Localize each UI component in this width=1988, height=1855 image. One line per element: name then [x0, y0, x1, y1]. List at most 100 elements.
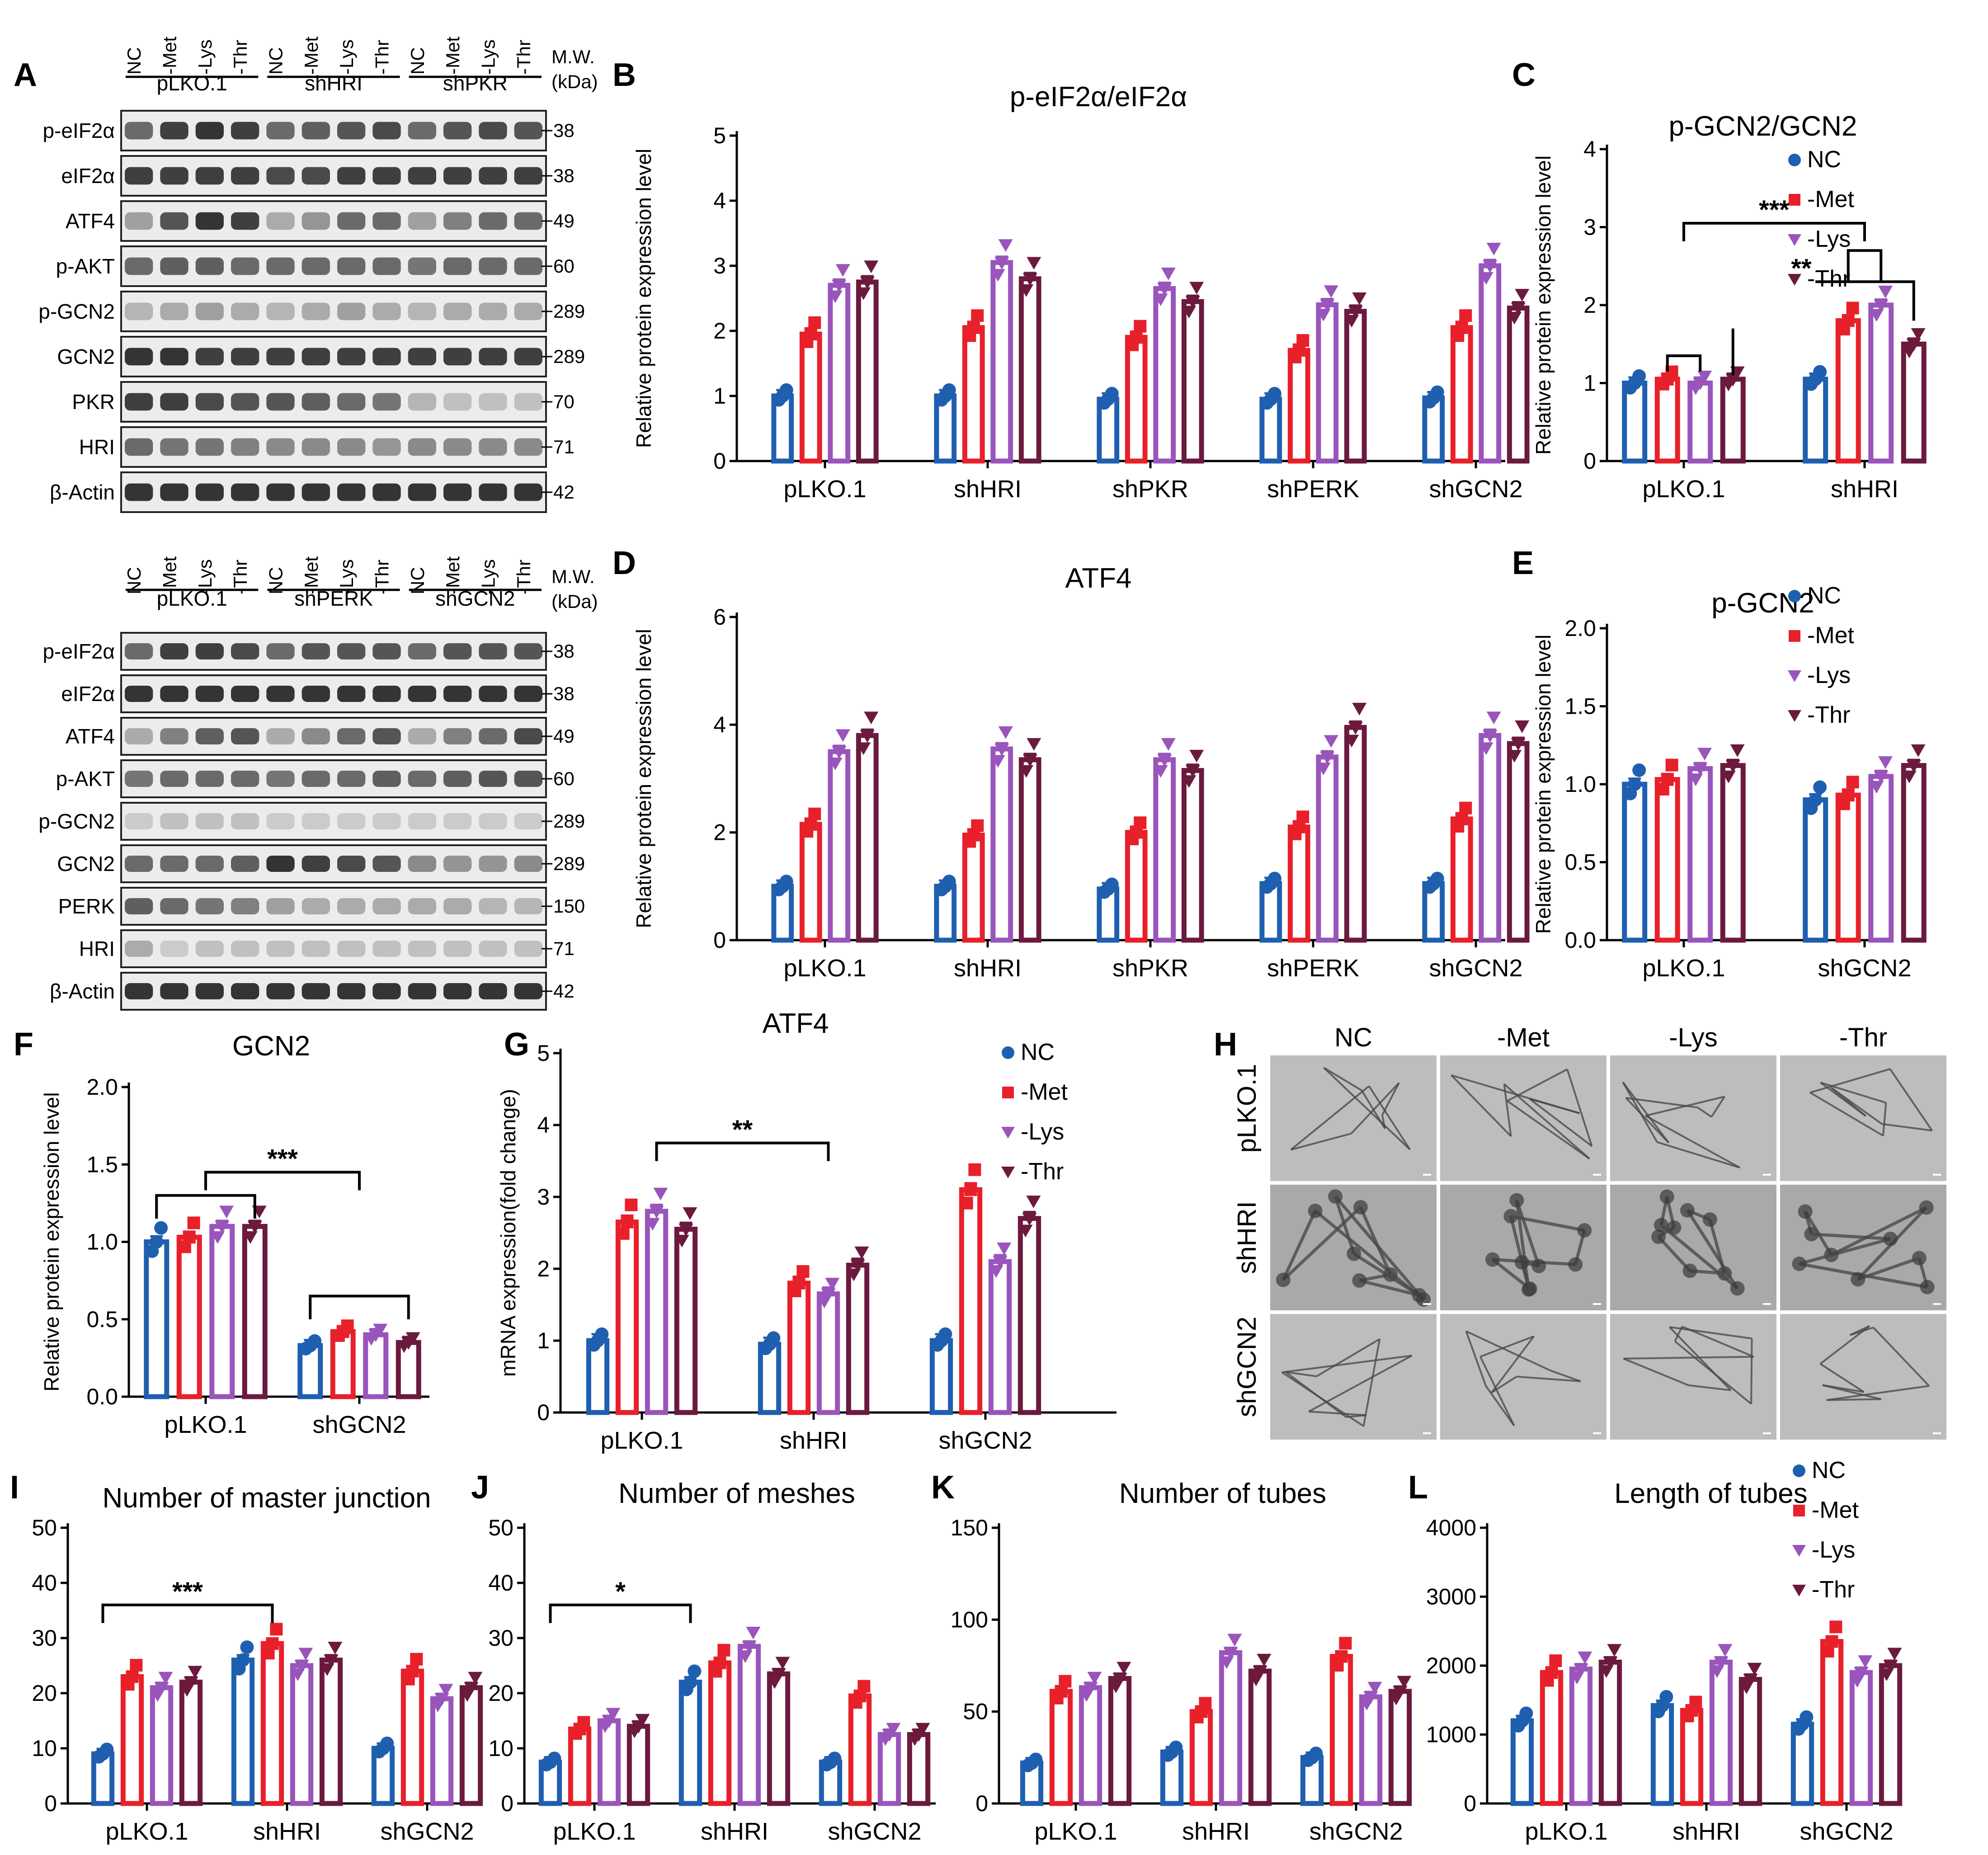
panel-letter-b: B — [612, 57, 636, 93]
data-point — [126, 1670, 139, 1683]
data-point — [1026, 1196, 1041, 1209]
data-point — [1479, 742, 1493, 755]
bar — [737, 1643, 761, 1806]
lane-label: -Met — [301, 37, 322, 75]
y-tick-label: 3 — [713, 253, 726, 278]
group-label: pLKO.1 — [157, 71, 227, 95]
chart-panel-g: ATF4 mRNA expression(fold change) 0 1 2 3 4 5 pL… — [496, 1008, 1116, 1454]
blot-band — [195, 393, 224, 411]
y-tick-label: 1.5 — [1564, 694, 1596, 719]
blot-band — [372, 483, 401, 501]
blot-band — [372, 643, 401, 660]
tube-segment — [1529, 1098, 1580, 1114]
blot-band — [443, 770, 472, 787]
bar — [678, 1680, 702, 1806]
y-tick-label: 3000 — [1426, 1584, 1476, 1610]
blot-band — [443, 940, 472, 957]
y-tick-label: 10 — [32, 1736, 57, 1761]
significance-label: * — [615, 1577, 626, 1606]
bar — [929, 1338, 953, 1415]
data-point — [804, 328, 817, 341]
tube-segment — [1688, 1384, 1731, 1391]
mw-value: 71 — [553, 938, 575, 959]
bar — [1108, 1676, 1132, 1806]
lane-label: -Met — [159, 37, 180, 75]
bar — [846, 1262, 870, 1415]
data-point — [464, 1682, 479, 1695]
x-tick-label: shGCN2 — [1429, 476, 1522, 503]
data-point — [971, 309, 984, 322]
blot-band — [443, 728, 472, 745]
blot-band — [266, 302, 295, 320]
tube-segment — [1515, 1200, 1540, 1267]
blot-band — [301, 257, 330, 275]
blot-band — [337, 983, 366, 1000]
chart-title: GCN2 — [232, 1031, 310, 1062]
blot-band — [337, 483, 366, 501]
blot-band — [479, 122, 507, 140]
tube-segment — [1820, 1082, 1866, 1117]
y-tick-label: 2 — [713, 820, 726, 845]
y-axis-label: Relative protein expression level — [1531, 155, 1555, 455]
blot-band — [408, 348, 436, 366]
data-point — [742, 1641, 757, 1654]
panel-letter-f: F — [14, 1026, 33, 1063]
data-point — [236, 1653, 250, 1667]
blot-band — [231, 855, 259, 872]
tube-segment — [1485, 1385, 1515, 1427]
data-point — [1182, 306, 1197, 319]
x-tick-label: shHRI — [701, 1818, 768, 1845]
bar — [1803, 797, 1828, 943]
cell-cluster — [1680, 1203, 1695, 1218]
data-point — [1324, 285, 1338, 298]
blot-band — [231, 728, 259, 745]
lane-label: -Thr — [230, 560, 251, 594]
legend-marker — [1001, 1167, 1015, 1178]
data-point — [1874, 771, 1889, 784]
data-point — [1059, 1675, 1072, 1688]
blot-band — [160, 212, 188, 230]
tube-segment — [1827, 1398, 1881, 1401]
data-point — [1153, 765, 1168, 778]
data-point — [324, 1654, 339, 1667]
blot-band — [301, 438, 330, 456]
bar — [1820, 1639, 1844, 1806]
x-tick-label: pLKO.1 — [1034, 1818, 1117, 1845]
data-point — [854, 1246, 869, 1259]
blot-band — [337, 212, 366, 230]
cell-cluster — [1521, 1282, 1536, 1297]
blot-band — [337, 813, 366, 830]
bar — [260, 1641, 284, 1806]
bar — [400, 1668, 424, 1806]
blot-band — [514, 728, 542, 745]
tube-segment — [1381, 1082, 1400, 1116]
legend-label: -Met — [1807, 622, 1855, 649]
blot-band — [266, 728, 295, 745]
legend-label: -Lys — [1021, 1119, 1064, 1145]
tube-segment — [1503, 1084, 1512, 1137]
chart-title: p-GCN2/GCN2 — [1669, 111, 1857, 142]
lane-label: -Lys — [194, 39, 216, 75]
mw-value: 70 — [553, 391, 575, 412]
lane-label: -Lys — [336, 39, 357, 75]
blot-2: NC -Met -Lys -Thr NC -Met -Lys -Thr NC -Met -Lys -T… — [38, 556, 598, 1011]
chart-title: p-eIF2α/eIF2α — [1010, 81, 1187, 113]
bar — [1018, 757, 1041, 943]
bar — [627, 1723, 650, 1806]
data-point — [1800, 1710, 1814, 1724]
data-point — [808, 316, 821, 329]
bar — [1738, 1677, 1762, 1806]
data-point — [856, 287, 871, 300]
data-point — [971, 819, 984, 832]
blot-band — [160, 728, 188, 745]
blot-band — [301, 685, 330, 702]
bar — [848, 1693, 872, 1806]
blot-band — [301, 643, 330, 660]
chart-panel-k: Number of tubes 0 50 100 150 pLKO.1 shHRI shGCN… — [951, 1478, 1412, 1845]
data-point — [1083, 1682, 1098, 1695]
mw-value: 289 — [553, 853, 585, 874]
bar — [1680, 1708, 1704, 1806]
blot-band — [301, 167, 330, 185]
data-point — [683, 1207, 697, 1220]
data-point — [1309, 1747, 1323, 1761]
